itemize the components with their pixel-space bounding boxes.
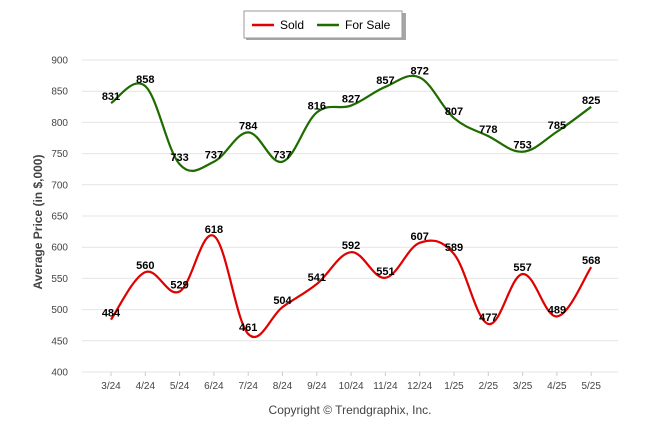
y-tick-label: 700 xyxy=(51,180,68,191)
data-label-for-sale: 737 xyxy=(205,150,223,162)
x-tick-label: 6/24 xyxy=(204,381,224,392)
series-line-for-sale xyxy=(110,74,592,172)
x-tick-label: 2/25 xyxy=(479,381,499,392)
data-label-for-sale: 831 xyxy=(102,91,120,103)
data-label-for-sale: 753 xyxy=(513,140,531,152)
data-label-for-sale: 825 xyxy=(582,95,600,107)
x-tick-label: 4/24 xyxy=(136,381,156,392)
data-label-sold: 592 xyxy=(342,240,360,252)
y-tick-label: 650 xyxy=(51,212,68,223)
x-tick-label: 1/25 xyxy=(444,381,464,392)
data-label-sold: 607 xyxy=(411,231,429,243)
data-label-for-sale: 857 xyxy=(376,75,394,87)
data-label-sold: 489 xyxy=(548,304,566,316)
data-label-sold: 461 xyxy=(239,322,257,334)
series-lines xyxy=(110,74,593,338)
x-tick-label: 9/24 xyxy=(307,381,327,392)
y-tick-label: 400 xyxy=(51,368,68,379)
data-label-sold: 560 xyxy=(136,260,154,272)
series-line-sold xyxy=(110,234,593,338)
data-label-sold: 484 xyxy=(102,308,121,320)
data-label-for-sale: 737 xyxy=(273,150,291,162)
data-label-for-sale: 816 xyxy=(308,100,326,112)
legend-label-sold: Sold xyxy=(280,18,304,32)
data-label-for-sale: 807 xyxy=(445,106,463,118)
data-label-sold: 529 xyxy=(170,280,188,292)
x-tick-label: 8/24 xyxy=(273,381,293,392)
y-tick-label: 450 xyxy=(51,336,68,347)
data-label-sold: 541 xyxy=(308,272,326,284)
x-tick-label: 5/24 xyxy=(170,381,190,392)
x-tick-label: 3/24 xyxy=(101,381,121,392)
grid-lines xyxy=(82,59,618,376)
data-label-for-sale: 785 xyxy=(548,120,566,132)
data-label-sold: 477 xyxy=(479,312,497,324)
x-tick-label: 4/25 xyxy=(547,381,567,392)
y-tick-label: 600 xyxy=(51,243,68,254)
data-label-sold: 568 xyxy=(582,255,600,267)
y-tick-label: 500 xyxy=(51,305,68,316)
data-label-sold: 551 xyxy=(376,266,394,278)
data-label-for-sale: 733 xyxy=(170,152,188,164)
x-tick-label: 3/25 xyxy=(513,381,533,392)
x-tick-label: 5/25 xyxy=(581,381,601,392)
y-tick-label: 750 xyxy=(51,149,68,160)
data-label-sold: 557 xyxy=(513,262,531,274)
data-label-sold: 589 xyxy=(445,242,463,254)
data-label-for-sale: 858 xyxy=(136,74,154,86)
legend: Sold For Sale xyxy=(243,10,406,40)
data-label-for-sale: 872 xyxy=(411,65,429,77)
x-tick-labels: 3/24 4/24 5/24 6/24 7/24 8/24 9/24 10/24 11/24 12… xyxy=(101,381,601,392)
y-tick-label: 550 xyxy=(51,274,68,285)
data-label-for-sale: 827 xyxy=(342,94,360,106)
data-label-sold: 618 xyxy=(205,224,223,236)
y-tick-label: 800 xyxy=(51,118,68,129)
data-label-sold: 504 xyxy=(273,295,292,307)
data-label-for-sale: 784 xyxy=(239,120,258,132)
copyright-text: Copyright © Trendgraphix, Inc. xyxy=(269,403,432,417)
y-tick-label: 850 xyxy=(51,87,68,98)
x-tick-label: 12/24 xyxy=(407,381,432,392)
y-tick-labels: 400 450 500 550 600 650 700 750 800 850 900 xyxy=(51,56,68,379)
legend-label-for-sale: For Sale xyxy=(345,18,391,32)
data-labels: 484 560 529 618 461 504 541 592 551 607 589 477 557 4… xyxy=(102,65,601,333)
x-tick-label: 10/24 xyxy=(339,381,364,392)
y-axis-title: Average Price (in $,000) xyxy=(31,155,45,290)
x-tick-label: 7/24 xyxy=(238,381,258,392)
x-tick-label: 11/24 xyxy=(373,381,398,392)
data-label-for-sale: 778 xyxy=(479,124,497,136)
y-tick-label: 900 xyxy=(51,56,68,67)
